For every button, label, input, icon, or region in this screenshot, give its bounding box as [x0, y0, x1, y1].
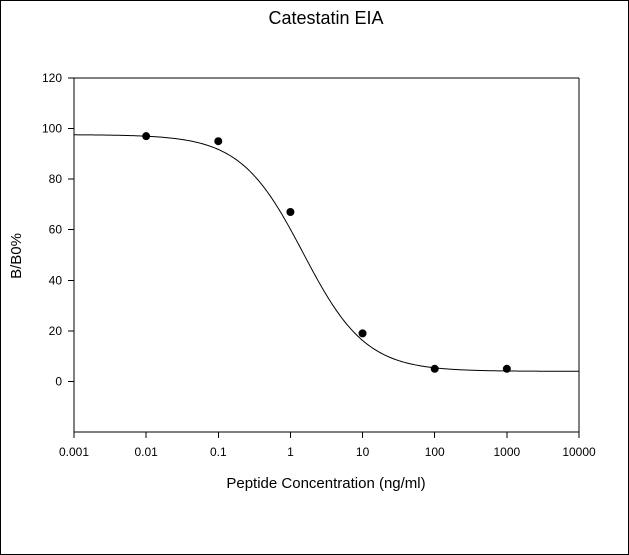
x-tick-label: 10 — [356, 445, 370, 459]
data-point — [214, 137, 223, 146]
data-point — [286, 208, 295, 217]
data-point — [502, 364, 511, 373]
data-points — [142, 132, 511, 373]
x-tick-label: 100 — [425, 445, 445, 459]
axes — [73, 77, 580, 433]
x-tick-label: 0.1 — [210, 445, 227, 459]
y-tick-label: 60 — [49, 223, 63, 237]
chart-title: Catestatin EIA — [268, 8, 383, 28]
y-tick-label: 0 — [55, 374, 62, 388]
y-tick-label: 100 — [42, 122, 62, 136]
data-point — [142, 132, 151, 141]
x-tick-label: 1000 — [494, 445, 521, 459]
data-point — [430, 364, 439, 373]
y-tick-label: 40 — [49, 273, 63, 287]
x-tick-label: 1 — [287, 445, 294, 459]
y-tick-label: 120 — [42, 71, 62, 85]
y-tick-label: 20 — [49, 324, 63, 338]
y-axis-label: B/B0% — [8, 233, 25, 279]
y-tick-label: 80 — [49, 172, 63, 186]
x-tick-label: 0.001 — [59, 445, 89, 459]
data-point — [358, 329, 367, 338]
x-ticks: 0.001 0.01 0.1 1 10 100 1000 10000 — [59, 432, 596, 459]
fit-curve-group — [74, 134, 579, 372]
y-ticks: 0 20 40 60 80 100 120 — [42, 71, 74, 388]
x-tick-label: 0.01 — [134, 445, 158, 459]
x-axis-label: Peptide Concentration (ng/ml) — [226, 475, 425, 492]
fit-curve-line — [74, 134, 579, 372]
x-tick-label: 10000 — [562, 445, 596, 459]
